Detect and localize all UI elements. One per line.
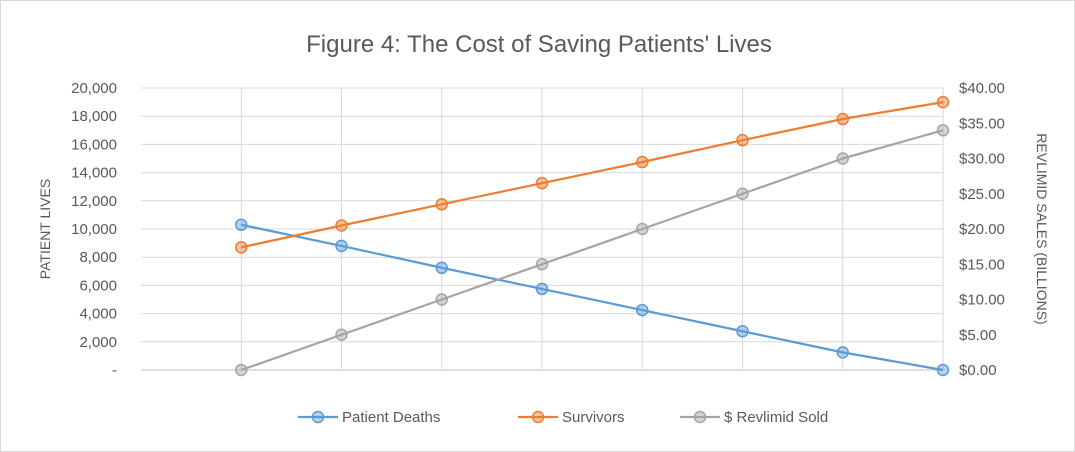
left-axis-ticks: - 2,000 4,000 6,000 8,000 10,000 12,000 14,000 1…: [71, 80, 117, 379]
right-tick-label: $10.00: [959, 292, 1005, 309]
legend-label-survivors: Survivors: [562, 409, 625, 426]
legend: Patient Deaths Survivors $ Revlimid Sold: [298, 409, 828, 426]
left-tick-label: 4,000: [79, 306, 117, 323]
legend-marker-survivors: [531, 410, 545, 424]
data-point-survivors: [836, 112, 849, 126]
data-point-patient-deaths: [936, 363, 950, 377]
left-tick-label: 2,000: [79, 334, 117, 351]
series-line-patient-deaths: [241, 223, 944, 372]
right-tick-label: $20.00: [959, 221, 1005, 238]
data-point-patient-deaths: [736, 324, 749, 338]
data-point-patient-deaths: [836, 346, 849, 359]
left-tick-label: 20,000: [71, 80, 117, 97]
data-point-survivors: [936, 95, 950, 109]
data-point-patient-deaths: [535, 282, 549, 296]
left-tick-label: 6,000: [79, 277, 117, 294]
right-tick-label: $35.00: [959, 115, 1005, 132]
legend-marker-patient-deaths: [311, 410, 325, 424]
data-point-patient-deaths: [636, 303, 649, 317]
left-tick-label: -: [112, 362, 117, 379]
data-point-revlimid-sold: [736, 187, 749, 200]
gridlines: [141, 87, 944, 371]
right-axis-ticks: $0.00 $5.00 $10.00 $15.00 $20.00 $25.00 $30.00…: [959, 80, 1005, 379]
data-point-revlimid-sold: [335, 328, 348, 341]
legend-label-patient-deaths: Patient Deaths: [342, 409, 440, 426]
legend-marker-revlimid-sold: [693, 410, 707, 424]
left-tick-label: 16,000: [71, 136, 117, 153]
data-point-survivors: [335, 219, 348, 232]
data-point-revlimid-sold: [235, 363, 248, 377]
right-tick-label: $5.00: [959, 327, 997, 344]
data-point-survivors: [736, 133, 749, 147]
right-tick-label: $40.00: [959, 80, 1005, 97]
right-axis-title: REVLIMID SALES (BILLIONS): [1034, 133, 1050, 324]
left-tick-label: 8,000: [79, 249, 117, 266]
data-point-patient-deaths: [435, 261, 448, 275]
right-tick-label: $0.00: [959, 362, 997, 379]
series-layer: [235, 95, 950, 377]
left-tick-label: 10,000: [71, 221, 117, 238]
data-point-survivors: [235, 241, 248, 254]
right-tick-label: $15.00: [959, 256, 1005, 273]
right-tick-label: $30.00: [959, 151, 1005, 168]
left-tick-label: 18,000: [71, 108, 117, 125]
data-point-survivors: [435, 198, 448, 211]
data-point-revlimid-sold: [836, 152, 849, 165]
left-axis-title: PATIENT LIVES: [37, 179, 53, 279]
series-line-survivors: [241, 100, 944, 249]
data-point-patient-deaths: [235, 218, 248, 232]
data-point-revlimid-sold: [435, 293, 448, 306]
legend-label-revlimid-sold: $ Revlimid Sold: [724, 409, 828, 426]
data-point-survivors: [636, 155, 649, 169]
data-point-revlimid-sold: [936, 124, 950, 137]
data-point-revlimid-sold: [636, 222, 649, 236]
left-tick-label: 14,000: [71, 165, 117, 182]
data-point-patient-deaths: [335, 239, 348, 253]
right-tick-label: $25.00: [959, 186, 1005, 203]
data-point-revlimid-sold: [535, 258, 549, 271]
left-tick-label: 12,000: [71, 193, 117, 210]
series-line-revlimid-sold: [240, 129, 944, 372]
chart-title: Figure 4: The Cost of Saving Patients' L…: [306, 31, 772, 58]
data-point-survivors: [535, 176, 549, 190]
